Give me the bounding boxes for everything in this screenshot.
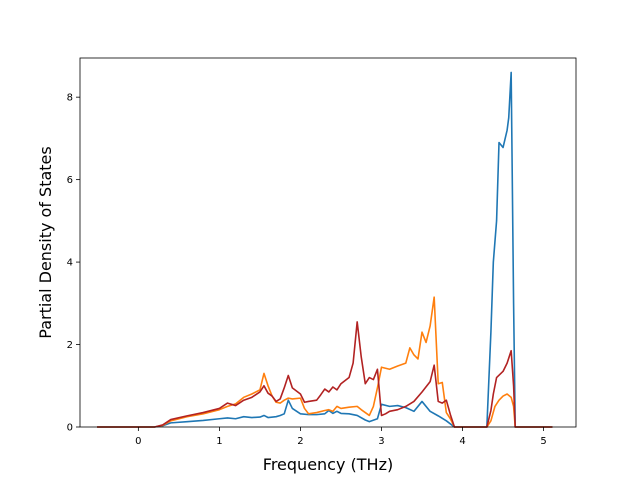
x-tick-label: 5 (540, 436, 546, 447)
x-tick-label: 1 (216, 436, 222, 447)
y-tick-label: 6 (67, 175, 73, 186)
series-layer (97, 71, 553, 428)
series-line-1 (97, 71, 553, 428)
x-tick-label: 2 (297, 436, 303, 447)
plot-frame (79, 57, 577, 428)
x-tick-label: 3 (378, 436, 384, 447)
y-tick-label: 2 (67, 340, 73, 351)
series-line-3 (97, 321, 553, 428)
y-tick-label: 4 (67, 258, 73, 269)
y-axis-label: Partial Density of States (36, 146, 55, 338)
x-tick-label: 0 (135, 436, 141, 447)
y-tick-label: 8 (67, 93, 73, 104)
y-tick-label: 0 (67, 423, 73, 434)
x-axis: 0 1 2 3 4 5 (135, 427, 547, 447)
y-axis: 0 2 4 6 8 (67, 93, 80, 434)
x-axis-label: Frequency (THz) (263, 455, 393, 474)
x-tick-label: 4 (459, 436, 465, 447)
